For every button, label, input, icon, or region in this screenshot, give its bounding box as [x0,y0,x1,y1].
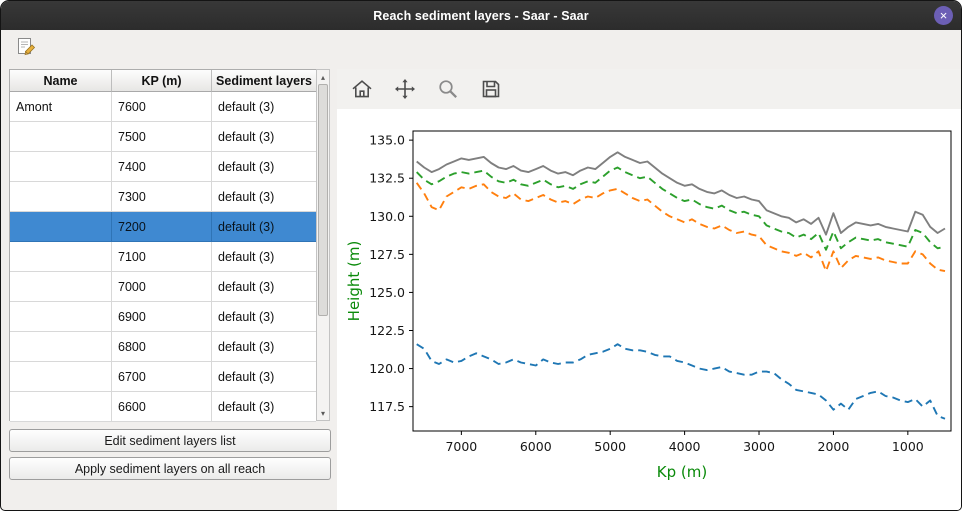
column-header-layers[interactable]: Sediment layers [212,70,316,92]
row-kp-cell[interactable]: 7600 [112,92,212,122]
row-name-cell[interactable] [10,182,112,212]
plot-save-button[interactable] [476,74,506,104]
svg-text:127.5: 127.5 [369,247,405,262]
apply-sediment-layers-button[interactable]: Apply sediment layers on all reach [9,457,331,480]
row-kp-cell[interactable]: 6600 [112,392,212,422]
row-name-cell[interactable]: Amont [10,92,112,122]
table-body: Amont 7600 default (3) 7500 default (3) 7400 d… [10,92,316,422]
row-kp-cell[interactable]: 7300 [112,182,212,212]
svg-text:125.0: 125.0 [369,285,405,300]
row-kp-cell[interactable]: 7100 [112,242,212,272]
column-header-kp[interactable]: KP (m) [112,70,212,92]
close-icon: × [939,8,948,23]
plot-toolbar [337,69,961,109]
scroll-down-button[interactable]: ▾ [320,408,325,418]
svg-text:7000: 7000 [445,439,477,454]
row-layers-cell[interactable]: default (3) [212,212,316,242]
svg-text:130.0: 130.0 [369,209,405,224]
table-row[interactable]: 6800 default (3) [10,332,316,362]
pan-icon [395,79,415,99]
kp-table: Name KP (m) Sediment layers Amont 7600 def… [9,69,317,422]
scroll-up-button[interactable]: ▴ [320,72,325,82]
table-scrollbar[interactable]: ▴ ▾ [316,69,330,421]
scrollbar-track[interactable] [317,84,329,406]
row-name-cell[interactable] [10,332,112,362]
svg-text:5000: 5000 [594,439,626,454]
save-icon [482,80,500,98]
row-layers-cell[interactable]: default (3) [212,272,316,302]
row-name-cell[interactable] [10,272,112,302]
svg-text:6000: 6000 [520,439,552,454]
row-layers-cell[interactable]: default (3) [212,302,316,332]
row-name-cell[interactable] [10,392,112,422]
svg-text:1000: 1000 [892,439,924,454]
table-row[interactable]: 7500 default (3) [10,122,316,152]
table-row[interactable]: 6600 default (3) [10,392,316,422]
row-layers-cell[interactable]: default (3) [212,242,316,272]
row-layers-cell[interactable]: default (3) [212,392,316,422]
row-name-cell[interactable] [10,212,112,242]
svg-text:117.5: 117.5 [369,399,405,414]
table-row[interactable]: Amont 7600 default (3) [10,92,316,122]
row-kp-cell[interactable]: 6900 [112,302,212,332]
row-layers-cell[interactable]: default (3) [212,332,316,362]
row-layers-cell[interactable]: default (3) [212,152,316,182]
svg-text:2000: 2000 [818,439,850,454]
window-title: Reach sediment layers - Saar - Saar [373,8,589,23]
chart-canvas[interactable]: 7000 6000 5000 4000 3000 2000 1000 117.5 120.0 12… [341,115,959,495]
row-layers-cell[interactable]: default (3) [212,122,316,152]
table-row[interactable]: 7400 default (3) [10,152,316,182]
row-layers-cell[interactable]: default (3) [212,92,316,122]
zoom-icon [439,80,458,99]
row-layers-cell[interactable]: default (3) [212,362,316,392]
row-kp-cell[interactable]: 7000 [112,272,212,302]
svg-text:135.0: 135.0 [369,133,405,148]
title-bar[interactable]: Reach sediment layers - Saar - Saar × [1,1,961,30]
row-kp-cell[interactable]: 7400 [112,152,212,182]
row-kp-cell[interactable]: 7500 [112,122,212,152]
column-header-name[interactable]: Name [10,70,112,92]
row-name-cell[interactable] [10,122,112,152]
row-name-cell[interactable] [10,362,112,392]
table-row[interactable]: 7000 default (3) [10,272,316,302]
row-name-cell[interactable] [10,152,112,182]
svg-text:3000: 3000 [743,439,775,454]
row-kp-cell[interactable]: 7200 [112,212,212,242]
table-row[interactable]: 6900 default (3) [10,302,316,332]
table-row[interactable]: 7100 default (3) [10,242,316,272]
row-kp-cell[interactable]: 6700 [112,362,212,392]
edit-sediment-layers-button[interactable]: Edit sediment layers list [9,429,331,452]
row-kp-cell[interactable]: 6800 [112,332,212,362]
svg-text:Kp (m): Kp (m) [657,463,707,481]
row-name-cell[interactable] [10,302,112,332]
table-row[interactable]: 7200 default (3) [10,212,316,242]
edit-layers-toolbar-button[interactable] [14,34,40,60]
table-row[interactable]: 6700 default (3) [10,362,316,392]
table-header-row: Name KP (m) Sediment layers [10,70,316,92]
row-layers-cell[interactable]: default (3) [212,182,316,212]
scrollbar-thumb[interactable] [318,84,328,316]
edit-note-icon [18,37,36,55]
svg-text:132.5: 132.5 [369,171,405,186]
plot-zoom-button[interactable] [433,74,463,104]
row-name-cell[interactable] [10,242,112,272]
toolbar [1,30,961,63]
svg-text:4000: 4000 [669,439,701,454]
svg-text:Height (m): Height (m) [345,241,363,322]
home-icon [352,80,372,98]
table-row[interactable]: 7300 default (3) [10,182,316,212]
svg-text:122.5: 122.5 [369,323,405,338]
plot-home-button[interactable] [347,74,377,104]
plot-panel: 7000 6000 5000 4000 3000 2000 1000 117.5 120.0 12… [337,69,961,510]
close-button[interactable]: × [934,6,953,25]
plot-pan-button[interactable] [390,74,420,104]
svg-text:120.0: 120.0 [369,361,405,376]
main-content: Name KP (m) Sediment layers Amont 7600 def… [1,63,961,510]
sediment-table-panel: Name KP (m) Sediment layers Amont 7600 def… [9,69,331,510]
